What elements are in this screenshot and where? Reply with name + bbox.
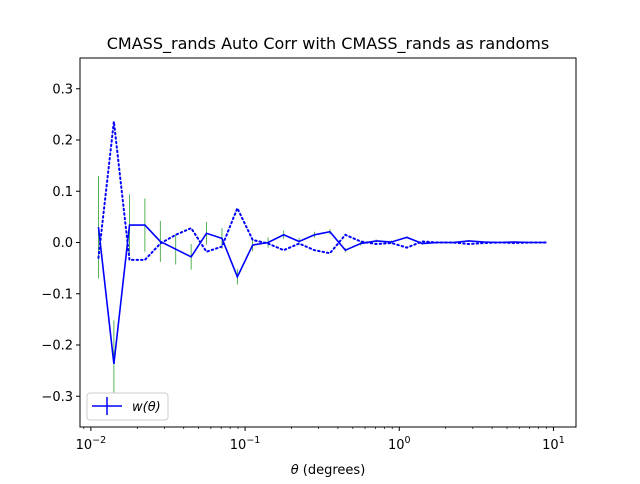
plot-area (97, 121, 547, 408)
y-tick-label: 0.3 (52, 82, 73, 97)
y-tick-label: 0.0 (52, 236, 73, 251)
series-line-solid (97, 224, 546, 365)
y-tick-label: −0.3 (41, 390, 73, 405)
y-tick-label: −0.1 (41, 287, 73, 302)
x-axis-label-unit: (degrees) (299, 463, 366, 478)
x-tick-label: 100 (388, 435, 411, 453)
legend-label: w(θ) (132, 400, 161, 415)
chart-title: CMASS_rands Auto Corr with CMASS_rands a… (107, 34, 549, 54)
y-tick-label: 0.1 (52, 185, 73, 200)
x-tick-label: 10−2 (76, 435, 107, 453)
x-axis: 10−2 10−1 100 101 (76, 427, 565, 453)
x-axis-label: θ (degrees) (291, 463, 366, 478)
x-tick-label: 10−1 (230, 435, 261, 453)
y-tick-label: −0.2 (41, 339, 73, 354)
x-axis-label-symbol: θ (291, 463, 299, 478)
y-tick-label: 0.2 (52, 134, 73, 149)
series-line-dotted (97, 121, 547, 261)
legend: w(θ) (86, 392, 169, 421)
y-axis: −0.3 −0.2 −0.1 0.0 0.1 0.2 0.3 (41, 82, 80, 405)
x-tick-label: 101 (542, 435, 565, 453)
